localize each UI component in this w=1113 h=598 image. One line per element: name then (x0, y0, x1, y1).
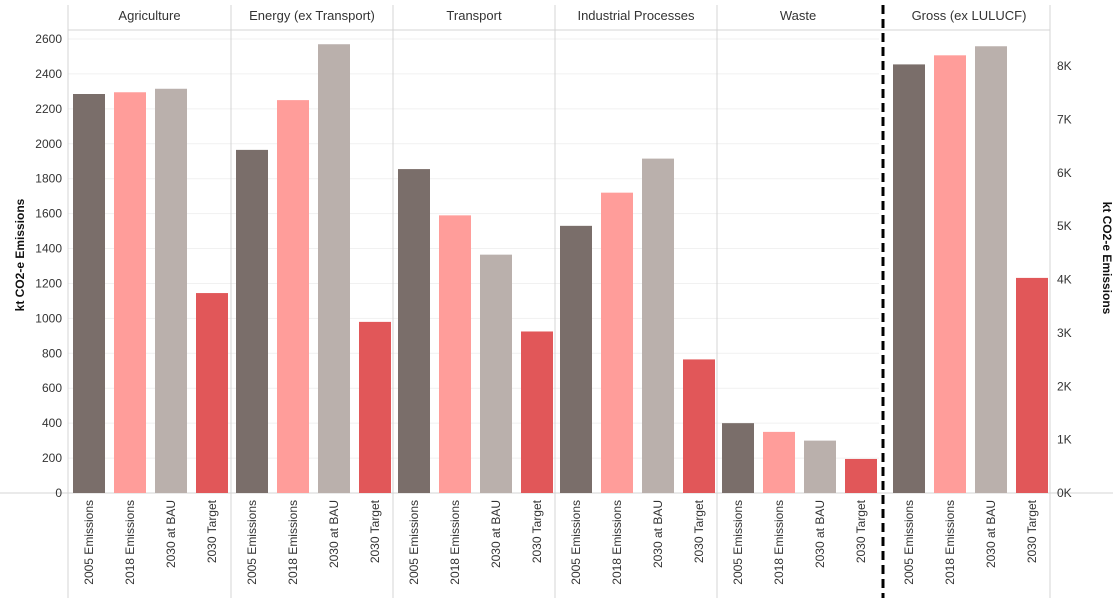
category-label-industrial-processes-2005-emissions: 2005 Emissions (569, 500, 583, 585)
bar-energy-ex-transport-2018-emissions (277, 100, 309, 493)
category-label-gross-ex-lulucf-2030-at-bau: 2030 at BAU (984, 500, 998, 568)
left-tick-label: 400 (42, 416, 62, 430)
category-label-energy-ex-transport-2030-target: 2030 Target (368, 499, 382, 563)
bar-waste-2030-target (845, 458, 877, 493)
category-label-waste-2005-emissions: 2005 Emissions (731, 500, 745, 585)
bar-agriculture-2018-emissions (114, 92, 146, 493)
category-label-transport-2030-target: 2030 Target (530, 499, 544, 563)
bar-transport-2030-target (521, 331, 553, 493)
bar-energy-ex-transport-2030-target (359, 321, 391, 493)
bar-industrial-processes-2018-emissions (601, 192, 633, 493)
bar-agriculture-2030-at-bau (155, 88, 187, 493)
category-label-gross-ex-lulucf-2018-emissions: 2018 Emissions (943, 500, 957, 585)
left-tick-label: 1200 (35, 276, 62, 290)
left-tick-label: 2400 (35, 67, 62, 81)
category-label-industrial-processes-2030-target: 2030 Target (692, 499, 706, 563)
right-tick-label: 5K (1057, 219, 1072, 233)
bar-waste-2005-emissions (722, 423, 754, 493)
right-tick-label: 3K (1057, 326, 1072, 340)
left-tick-label: 1400 (35, 242, 62, 256)
bar-gross-ex-lulucf-2030-at-bau (975, 46, 1007, 493)
category-label-transport-2005-emissions: 2005 Emissions (407, 500, 421, 585)
right-tick-label: 6K (1057, 166, 1072, 180)
category-label-transport-2018-emissions: 2018 Emissions (448, 500, 462, 585)
right-tick-label: 7K (1057, 112, 1072, 126)
bar-gross-ex-lulucf-2030-target (1016, 277, 1048, 493)
left-tick-label: 2000 (35, 137, 62, 151)
category-label-agriculture-2030-at-bau: 2030 at BAU (164, 500, 178, 568)
bar-industrial-processes-2030-at-bau (642, 158, 674, 493)
panel-header-waste: Waste (780, 8, 816, 23)
bar-transport-2018-emissions (439, 215, 471, 493)
left-tick-label: 0 (55, 486, 62, 500)
bar-waste-2018-emissions (763, 431, 795, 493)
category-label-energy-ex-transport-2018-emissions: 2018 Emissions (286, 500, 300, 585)
bar-industrial-processes-2005-emissions (560, 225, 592, 494)
left-tick-label: 1600 (35, 207, 62, 221)
category-label-gross-ex-lulucf-2030-target: 2030 Target (1025, 499, 1039, 563)
bars (73, 44, 1048, 494)
panel-header-gross-ex-lulucf: Gross (ex LULUCF) (912, 8, 1027, 23)
right-axis-label: kt CO2-e Emissions (1100, 202, 1113, 315)
bar-waste-2030-at-bau (804, 440, 836, 493)
gridlines (0, 5, 1113, 598)
left-tick-label: 600 (42, 381, 62, 395)
panel-header-industrial-processes: Industrial Processes (577, 8, 695, 23)
left-axis-ticks: 0 200 400 600 800 1000 1200 1400 1600 1800 2000 220… (35, 32, 62, 500)
bar-transport-2030-at-bau (480, 254, 512, 493)
category-label-transport-2030-at-bau: 2030 at BAU (489, 500, 503, 568)
right-tick-label: 1K (1057, 433, 1072, 447)
category-label-industrial-processes-2030-at-bau: 2030 at BAU (651, 500, 665, 568)
bar-energy-ex-transport-2030-at-bau (318, 44, 350, 493)
category-label-industrial-processes-2018-emissions: 2018 Emissions (610, 500, 624, 585)
right-tick-label: 4K (1057, 273, 1072, 287)
bar-transport-2005-emissions (398, 169, 430, 494)
bar-gross-ex-lulucf-2005-emissions (893, 64, 925, 494)
category-label-agriculture-2030-target: 2030 Target (205, 499, 219, 563)
left-tick-label: 1000 (35, 311, 62, 325)
bar-gross-ex-lulucf-2018-emissions (934, 55, 966, 493)
right-tick-label: 2K (1057, 379, 1072, 393)
left-tick-label: 2600 (35, 32, 62, 46)
right-tick-label: 8K (1057, 59, 1072, 73)
left-axis-label: kt CO2-e Emissions (13, 198, 27, 311)
left-tick-label: 200 (42, 451, 62, 465)
right-axis-ticks: 0K 1K 2K 3K 4K 5K 6K 7K 8K (1057, 59, 1072, 500)
bar-energy-ex-transport-2005-emissions (236, 149, 268, 493)
bar-industrial-processes-2030-target (683, 359, 715, 493)
bar-agriculture-2030-target (196, 293, 228, 493)
left-tick-label: 2200 (35, 102, 62, 116)
panel-headers: Agriculture Energy (ex Transport) Transpor… (118, 8, 1026, 23)
category-label-energy-ex-transport-2030-at-bau: 2030 at BAU (327, 500, 341, 568)
left-tick-label: 1800 (35, 172, 62, 186)
category-label-agriculture-2005-emissions: 2005 Emissions (82, 500, 96, 585)
panel-header-transport: Transport (446, 8, 502, 23)
category-label-waste-2018-emissions: 2018 Emissions (772, 500, 786, 585)
left-tick-label: 800 (42, 346, 62, 360)
category-label-gross-ex-lulucf-2005-emissions: 2005 Emissions (902, 500, 916, 585)
panel-header-agriculture: Agriculture (118, 8, 180, 23)
panel-header-energy-ex-transport: Energy (ex Transport) (249, 8, 375, 23)
category-label-agriculture-2018-emissions: 2018 Emissions (123, 500, 137, 585)
bar-agriculture-2005-emissions (73, 94, 105, 493)
category-label-energy-ex-transport-2005-emissions: 2005 Emissions (245, 500, 259, 585)
right-tick-label: 0K (1057, 486, 1072, 500)
category-labels: 2005 Emissions 2018 Emissions 2030 at BAU 2… (82, 499, 1039, 584)
category-label-waste-2030-target: 2030 Target (854, 499, 868, 563)
category-label-waste-2030-at-bau: 2030 at BAU (813, 500, 827, 568)
